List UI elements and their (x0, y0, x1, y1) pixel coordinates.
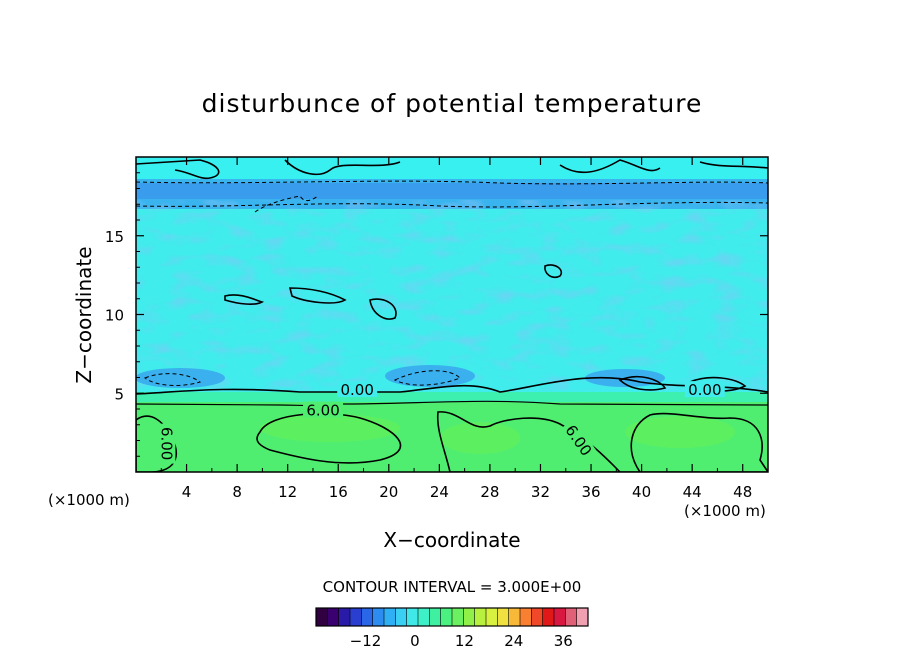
contour-neg-line (136, 180, 768, 185)
field-top-layer (136, 157, 768, 179)
colorbar-swatch (565, 608, 578, 626)
colorbar-swatch (440, 608, 453, 626)
field-transition-band (136, 392, 768, 404)
colorbar-frame (315, 607, 589, 627)
y-tick-label: 15 (105, 228, 124, 246)
colorbar-swatch (384, 608, 396, 626)
y-tick-label: 10 (105, 307, 124, 325)
colorbar-swatch (463, 608, 476, 626)
field-warm-patch (440, 422, 520, 454)
x-tick-label: 12 (278, 483, 297, 501)
colorbar-swatch (327, 608, 340, 626)
colorbar-swatch (520, 608, 532, 626)
colorbar-tick-label: 36 (554, 632, 573, 650)
x-tick-label: 4 (182, 483, 192, 501)
contour-zero-line (559, 159, 661, 174)
x-tick-label: 32 (531, 483, 550, 501)
x-tick-label: 40 (632, 483, 651, 501)
colorbar-swatch (338, 608, 351, 626)
colorbar-swatch (429, 608, 442, 626)
colorbar-swatch (406, 608, 419, 626)
colorbar-swatch (576, 608, 589, 626)
contour-label: 6.00 (157, 427, 175, 460)
colorbar-tick-label: 24 (504, 632, 523, 650)
negative-contour-lines (136, 180, 768, 386)
contour-neg-closed (393, 370, 461, 386)
x-tick-label: 8 (232, 483, 242, 501)
colorbar-swatch (395, 608, 408, 626)
contour-zero-line (284, 159, 401, 176)
contour-lines (136, 159, 768, 472)
y-axis-unit-label: (×1000 m) (48, 491, 130, 509)
field-upper-cool-core (136, 183, 768, 199)
x-axis-unit-label: (×1000 m) (684, 502, 766, 520)
colorbar-swatch (361, 608, 374, 626)
contour-zero-line (136, 159, 220, 180)
chart-title: disturbunce of potential temperature (202, 89, 703, 118)
colorbar-swatch (350, 608, 362, 626)
contour-label-bg (561, 418, 598, 461)
contour-labels: 0.00 0.006.006.00 6.00 (157, 381, 725, 464)
y-tick-label: 5 (114, 385, 124, 403)
colorbar-swatch (418, 608, 430, 626)
colorbar-swatch (316, 608, 328, 626)
y-axis-title: Z−coordinate (72, 246, 96, 383)
contour-neg-closed (144, 373, 202, 386)
field-warm-patch (625, 416, 735, 448)
colorbar-tick-label: −12 (350, 632, 382, 650)
colorbar-swatch (531, 608, 544, 626)
contour-label: 6.00 (306, 402, 339, 420)
x-tick-label: 48 (733, 483, 752, 501)
x-tick-label: 16 (329, 483, 348, 501)
colorbar-swatch (542, 608, 555, 626)
field-warm-patch (260, 414, 400, 442)
colorbar-swatch (486, 608, 498, 626)
x-axis: 4 8 12 16 20 24 28 32 36 40 44 48 (160, 157, 752, 501)
colorbar-swatch (554, 608, 566, 626)
contour-label-bg (303, 401, 344, 418)
colorbar-swatch (474, 608, 487, 626)
contour-zero-closed (288, 287, 347, 304)
contour-zero-line (699, 161, 768, 169)
contour-label-bg (684, 381, 725, 398)
colorbar-swatch (452, 608, 464, 626)
contour-zero-closed (618, 375, 667, 391)
field-cool-patch (385, 365, 475, 387)
contour-zero-closed (224, 294, 265, 305)
colorbar-swatch (508, 608, 521, 626)
x-axis-title: X−coordinate (383, 528, 520, 552)
x-tick-label: 44 (683, 483, 702, 501)
colorbar-tick-label: 0 (410, 632, 420, 650)
x-tick-label: 28 (480, 483, 499, 501)
x-tick-label: 24 (430, 483, 449, 501)
colorbar-swatch (372, 608, 385, 626)
y-axis: 5 10 15 (105, 172, 768, 457)
contour-label-bg (159, 423, 176, 464)
field-cool-patch (136, 368, 225, 388)
contour-label: 0.00 (340, 381, 373, 399)
contour-zero-closed (544, 264, 563, 279)
contour-neg-line (136, 201, 768, 208)
colorbar-ticks: −12 0 12 24 36 (350, 632, 573, 650)
colorbar-tick-label: 12 (455, 632, 474, 650)
colorbar (315, 607, 589, 627)
x-tick-label: 20 (379, 483, 398, 501)
contour-zero-line (136, 376, 768, 395)
contour-zero-closed (369, 298, 397, 320)
contour-six-line (136, 400, 768, 407)
contour-label-bg (337, 381, 378, 398)
plot-area (136, 157, 768, 472)
contour-interval-label: CONTOUR INTERVAL = 3.000E+00 (323, 578, 582, 596)
contour-label: 0.00 (688, 381, 721, 399)
x-tick-label: 36 (581, 483, 600, 501)
colorbar-swatch (497, 608, 510, 626)
contour-six-closed (436, 411, 768, 472)
